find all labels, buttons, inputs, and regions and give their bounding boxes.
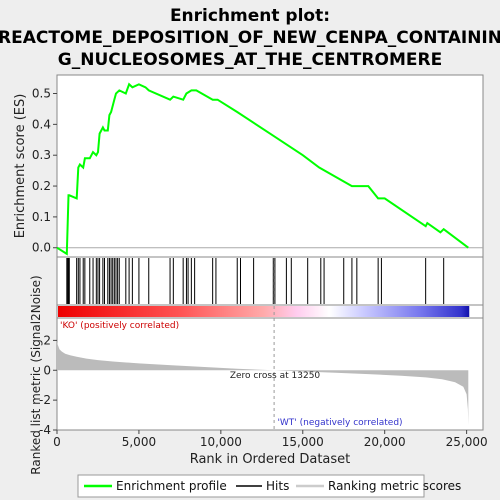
ranking-x-tick-label: 15,000 <box>282 435 324 449</box>
es-y-ticks: 0.0 0.1 0.2 0.3 0.4 0.5 <box>32 87 57 255</box>
ranking-y-tick-label: 0 <box>43 363 51 377</box>
hits-panel-frame <box>56 256 484 306</box>
ranking-y-tick-label: 2 <box>43 333 51 347</box>
ranking-x-ticks: 0 5,000 10,000 15,000 20,000 25,000 <box>53 430 488 449</box>
ranking-heat-bar <box>58 306 470 317</box>
ranking-y-tick-label: -2 <box>39 393 51 407</box>
positive-correlation-label: 'KO' (positively correlated) <box>60 321 179 331</box>
title-line-1: Enrichment plot: <box>170 6 330 26</box>
enrichment-profile-line <box>56 82 469 256</box>
ranking-x-axis-label: Rank in Ordered Dataset <box>190 452 351 467</box>
chart-title: Enrichment plot: REACTOME_DEPOSITION_OF_… <box>0 6 500 70</box>
ranking-y-axis-label: Ranked list metric (Signal2Noise) <box>29 275 43 474</box>
negative-correlation-label: 'WT' (negatively correlated) <box>277 418 402 428</box>
es-y-axis-label: Enrichment score (ES) <box>13 94 28 239</box>
es-y-tick-label: 0.4 <box>32 117 51 131</box>
hits-marks <box>66 258 445 304</box>
zero-cross-label: Zero cross at 13250 <box>230 371 321 381</box>
es-y-tick-label: 0.3 <box>32 148 51 162</box>
legend-ranking-label: Ranking metric scores <box>328 479 461 493</box>
es-y-tick-label: 0.2 <box>32 179 51 193</box>
ranking-x-tick-label: 25,000 <box>446 435 488 449</box>
es-y-tick-label: 0.1 <box>32 210 51 224</box>
es-y-tick-label: 0.5 <box>32 87 51 101</box>
es-y-tick-label: 0.0 <box>32 241 51 255</box>
ranking-x-tick-label: 10,000 <box>200 435 242 449</box>
ranking-x-tick-label: 5,000 <box>122 435 156 449</box>
legend-hits-label: Hits <box>266 479 289 493</box>
ranking-y-ticks: -4 -2 0 2 <box>39 333 57 437</box>
ranking-x-tick-label: 20,000 <box>364 435 406 449</box>
legend-enrichment-label: Enrichment profile <box>116 479 227 493</box>
es-panel-frame <box>56 74 484 258</box>
ranking-y-tick-label: -4 <box>39 423 51 437</box>
title-line-2: REACTOME_DEPOSITION_OF_NEW_CENPA_CONTAIN… <box>0 28 500 48</box>
legend: Enrichment profile Hits Ranking metric s… <box>77 474 461 498</box>
title-line-3: G_NUCLEOSOMES_AT_THE_CENTROMERE <box>58 50 442 70</box>
ranking-x-tick-label: 0 <box>53 435 61 449</box>
